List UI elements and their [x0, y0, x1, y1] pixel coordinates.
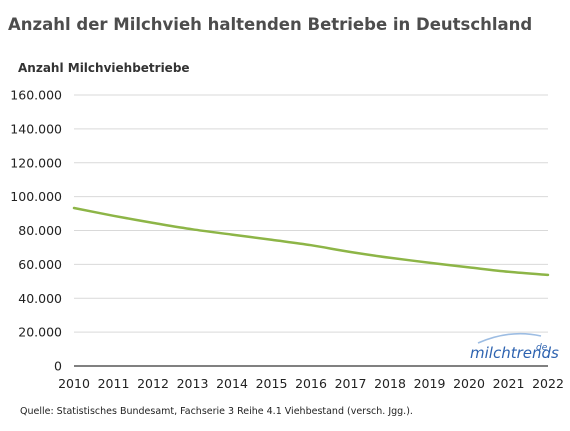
x-tick-label: 2018	[374, 376, 406, 391]
x-tick-label: 2020	[453, 376, 485, 391]
watermark-logo: milchtrends de	[470, 332, 559, 362]
gridlines	[74, 94, 548, 333]
x-tick-label: 2014	[216, 376, 248, 391]
y-tick-label: 100.000	[10, 189, 62, 204]
x-tick-label: 2022	[532, 376, 564, 391]
series-line	[72, 206, 550, 277]
x-tick-label: 2011	[98, 376, 130, 391]
x-tick-label: 2019	[414, 376, 446, 391]
y-tick-label: 160.000	[10, 88, 62, 103]
source-note: Quelle: Statistisches Bundesamt, Fachser…	[20, 406, 413, 417]
y-tick-label: 80.000	[18, 223, 62, 238]
y-tick-label: 140.000	[10, 121, 62, 136]
x-tick-label: 2010	[58, 376, 90, 391]
y-tick-label: 0	[54, 359, 62, 374]
y-tick-label: 120.000	[10, 155, 62, 170]
x-tick-label: 2017	[335, 376, 367, 391]
series-layer	[72, 206, 550, 277]
x-tick-label: 2021	[493, 376, 525, 391]
y-axis-label: Anzahl Milchviehbetriebe	[18, 61, 190, 75]
x-tick-label: 2013	[177, 376, 209, 391]
y-tick-labels: 0 20.000 40.000 60.000 80.000 100.000 120.000 1…	[10, 88, 62, 374]
x-tick-label: 2016	[295, 376, 327, 391]
x-tick-labels: 2010 2011 2012 2013 2014 2015 2016 2017 2018 2019…	[58, 376, 564, 391]
chart-title: Anzahl der Milchvieh haltenden Betriebe …	[8, 15, 532, 34]
x-tick-label: 2015	[256, 376, 288, 391]
x-tick-label: 2012	[137, 376, 169, 391]
y-tick-label: 40.000	[18, 291, 62, 306]
logo-swoosh	[477, 332, 542, 344]
logo-superscript: de	[536, 343, 548, 353]
y-tick-label: 60.000	[18, 257, 62, 272]
y-tick-label: 20.000	[18, 325, 62, 340]
logo-text: milchtrends	[470, 344, 559, 362]
